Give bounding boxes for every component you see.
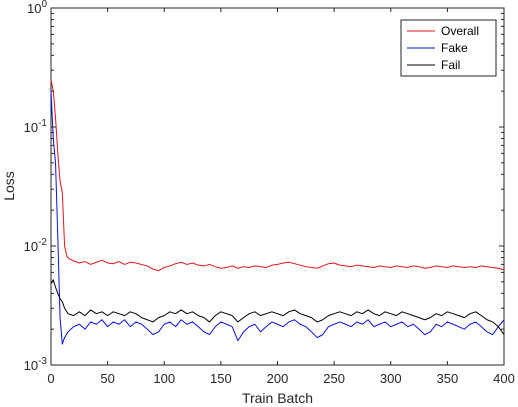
- legend-label-fail: Fail: [441, 58, 460, 72]
- y-tick-label: 10-3: [24, 356, 48, 373]
- y-axis-label: Loss: [1, 171, 17, 201]
- series-line-overall: [50, 79, 505, 272]
- y-tick-label: 100: [27, 0, 47, 16]
- x-tick-label: 150: [210, 371, 232, 386]
- legend-label-fake: Fake: [441, 41, 468, 55]
- x-tick-label: 350: [437, 371, 459, 386]
- series-line-fake: [50, 91, 505, 345]
- x-tick-label: 400: [493, 371, 515, 386]
- x-tick-label: 250: [323, 371, 345, 386]
- x-tick-label: 0: [47, 371, 54, 386]
- legend: Overall Fake Fail: [400, 19, 497, 77]
- x-tick-label: 50: [100, 371, 114, 386]
- x-tick-label: 300: [380, 371, 402, 386]
- legend-label-overall: Overall: [441, 24, 479, 38]
- x-tick-label: 100: [153, 371, 175, 386]
- y-tick-label: 10-2: [24, 237, 48, 254]
- axis-layer: 0 50 100 150 200 250 300 350 400 100 10-1 10-2 10-3: [24, 0, 515, 386]
- y-tick-label: 10-1: [24, 118, 48, 135]
- series-line-fail: [50, 279, 505, 335]
- series-layer: [50, 79, 505, 345]
- x-tick-label: 200: [267, 371, 289, 386]
- x-axis-label: Train Batch: [242, 390, 313, 406]
